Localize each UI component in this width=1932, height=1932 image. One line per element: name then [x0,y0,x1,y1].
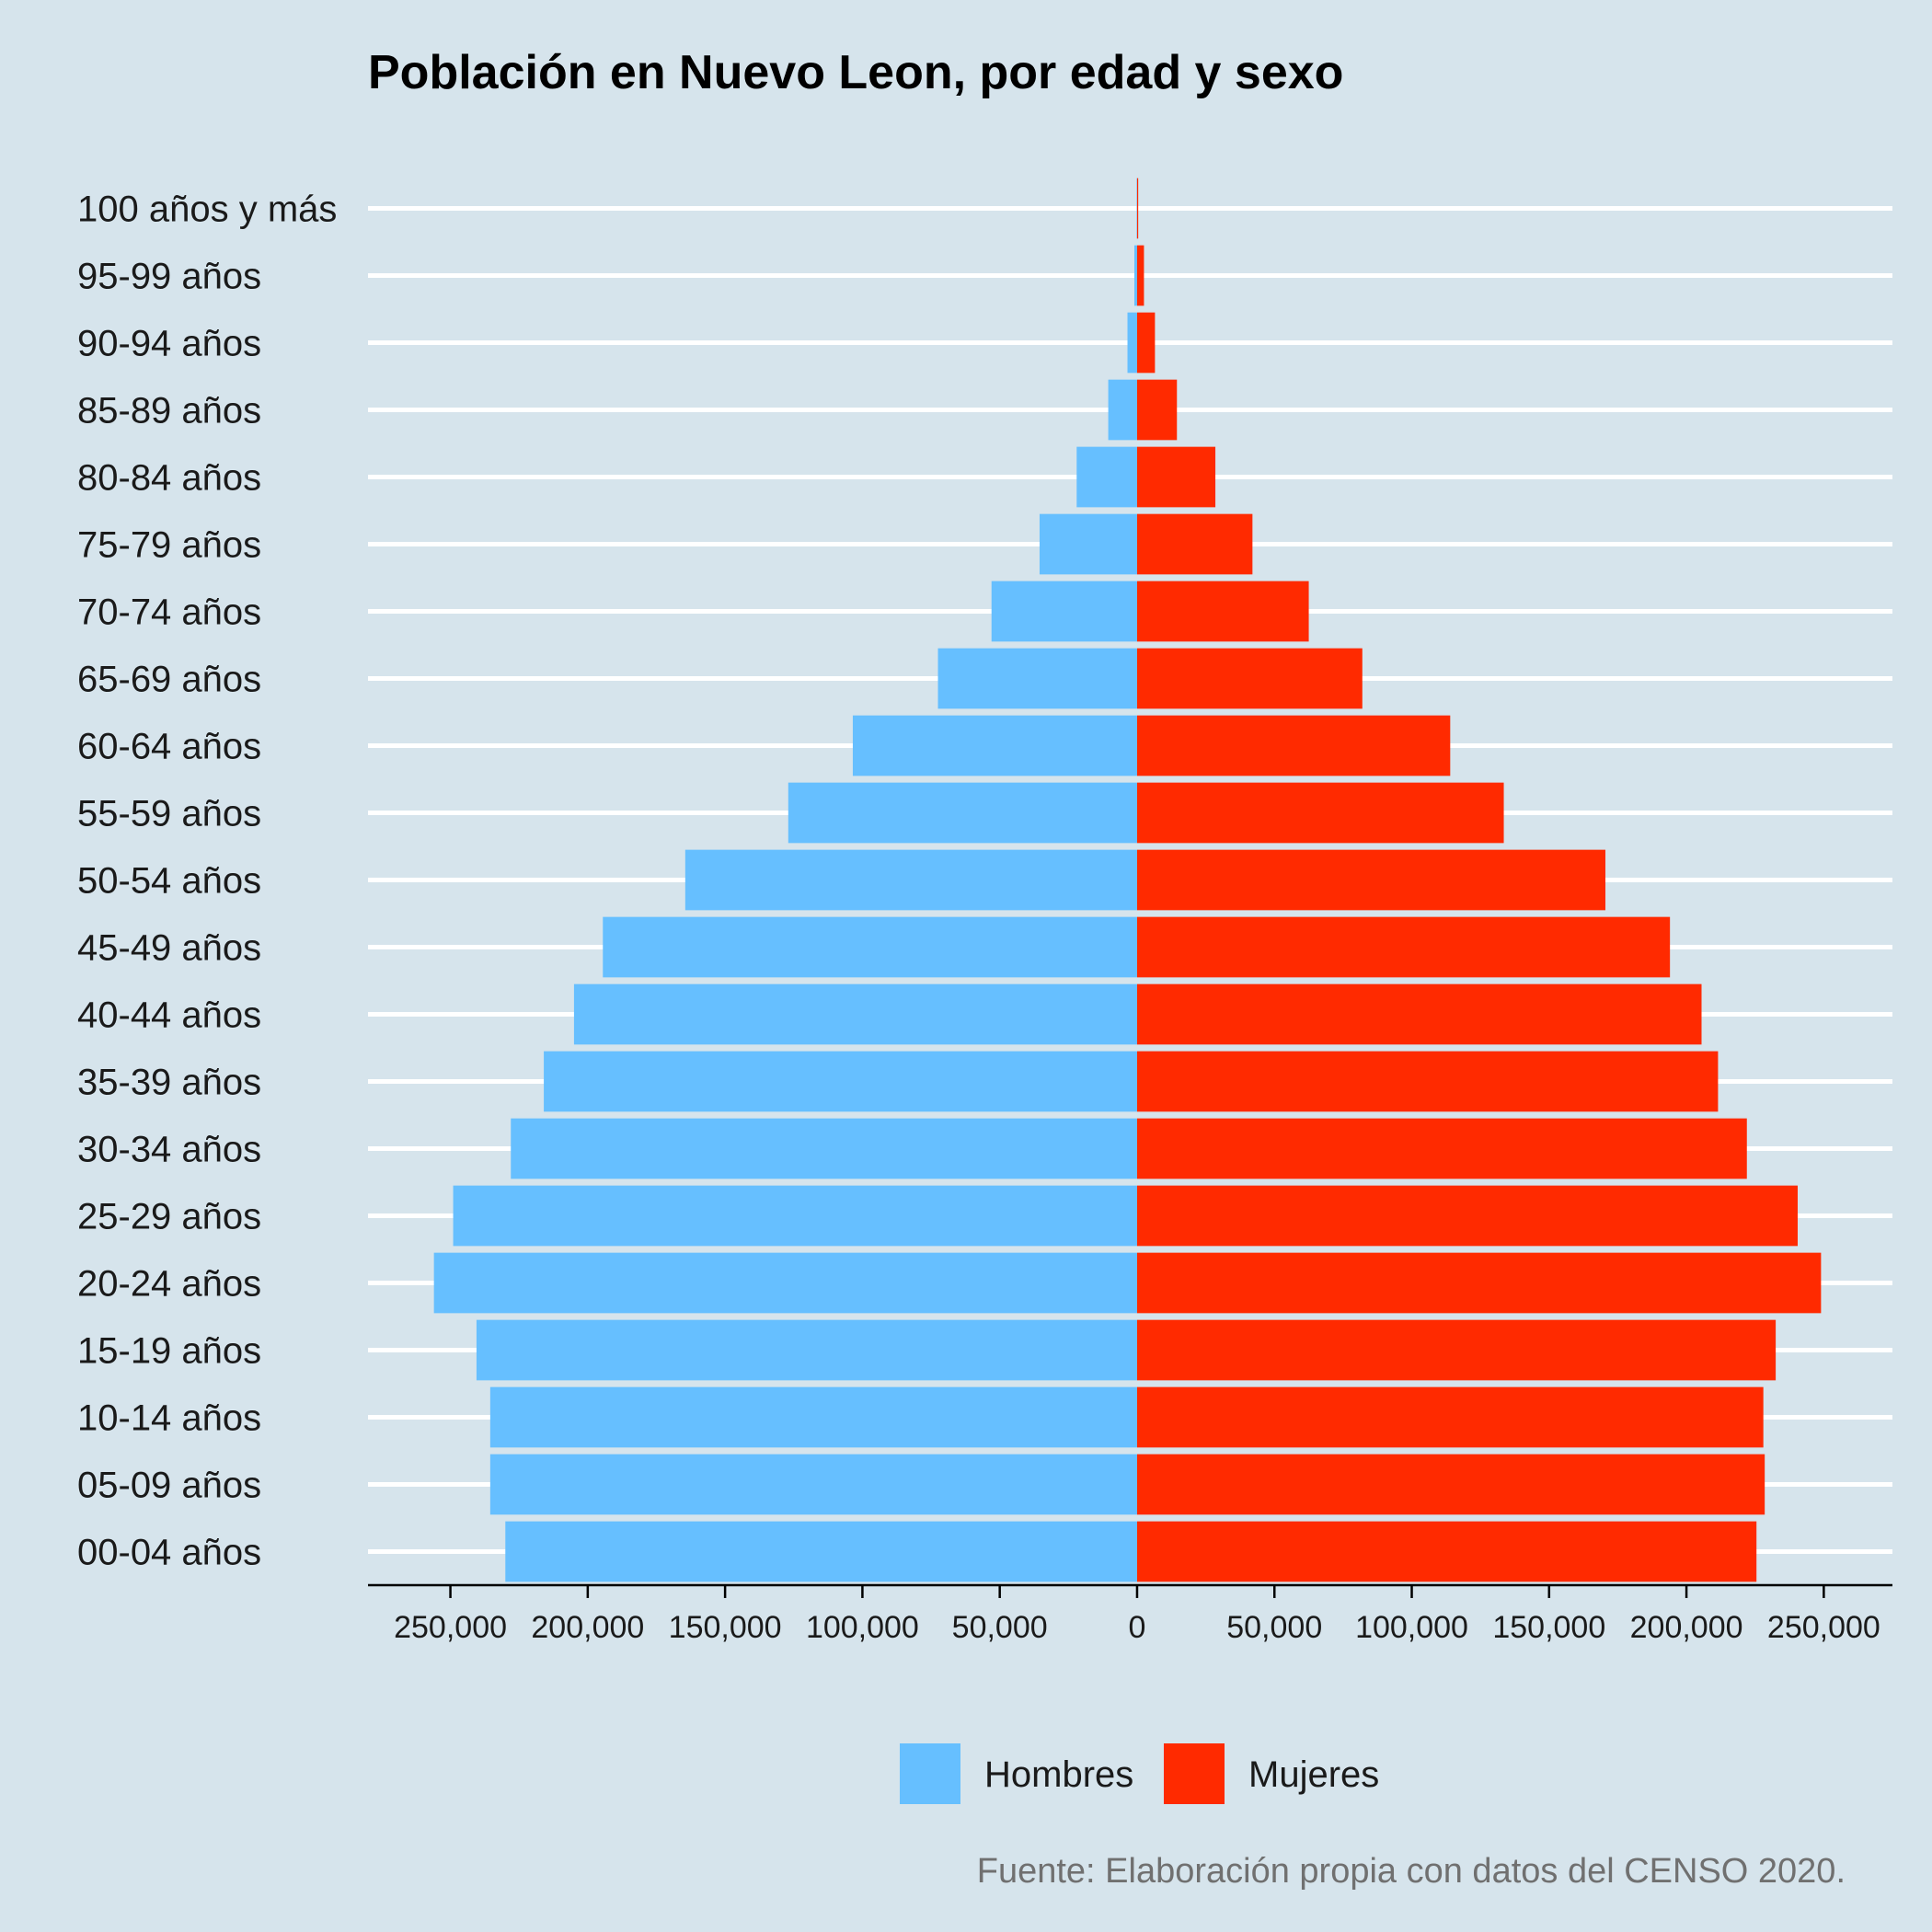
bar-hombres-20 [1136,178,1138,239]
category-label: 25-29 años [77,1197,261,1237]
bar-hombres-13 [937,648,1137,709]
x-tick-label: 50,000 [952,1610,1048,1645]
bar-mujeres-19 [1136,245,1144,306]
bar-mujeres-10 [1136,849,1606,911]
legend-label-mujeres: Mujeres [1248,1754,1379,1795]
bar-hombres-8 [573,983,1137,1045]
bar-mujeres-18 [1136,312,1156,374]
bar-hombres-7 [544,1051,1137,1112]
legend-key-mujeres [1164,1743,1225,1804]
x-tick-label: 100,000 [806,1610,919,1645]
category-label: 60-64 años [77,727,261,767]
legend-key-hombres [900,1743,960,1804]
bar-hombres-2 [489,1386,1137,1448]
category-label: 50-54 años [77,861,261,902]
bar-hombres-11 [788,782,1137,844]
bar-hombres-1 [489,1454,1137,1515]
bar-mujeres-0 [1136,1521,1757,1582]
category-label: 35-39 años [77,1063,261,1103]
x-axis: 250,000 200,000 150,000 100,000 50,000 0 50,00… [368,1583,1892,1645]
bar-hombres-5 [453,1185,1137,1247]
bar-mujeres-16 [1136,446,1216,508]
legend-label-hombres: Hombres [984,1754,1133,1795]
category-label: 30-34 años [77,1130,261,1170]
category-label: 65-69 años [77,660,261,700]
bar-hombres-12 [852,715,1137,776]
bar-mujeres-15 [1136,513,1253,575]
bar-mujeres-4 [1136,1252,1822,1314]
x-tick-label: 50,000 [1226,1610,1322,1645]
bar-mujeres-14 [1136,581,1309,642]
x-tick-label: 200,000 [531,1610,644,1645]
category-label: 40-44 años [77,995,261,1036]
x-tick-label: 150,000 [669,1610,782,1645]
category-label: 05-09 años [77,1466,261,1506]
bar-mujeres-2 [1136,1386,1764,1448]
bar-hombres-17 [1108,379,1137,441]
bar-mujeres-1 [1136,1454,1765,1515]
bar-hombres-14 [991,581,1137,642]
category-label: 20-24 años [77,1264,261,1305]
bar-hombres-4 [433,1252,1137,1314]
x-tick-label: 250,000 [394,1610,507,1645]
chart-caption: Fuente: Elaboración propia con datos del… [977,1852,1846,1891]
bar-hombres-18 [1127,312,1137,374]
bar-mujeres-9 [1136,916,1671,978]
bar-mujeres-13 [1136,648,1363,709]
legend: Hombres Mujeres [900,1743,1379,1804]
x-tick-label: 250,000 [1767,1610,1880,1645]
category-label: 15-19 años [77,1331,261,1372]
bar-hombres-3 [476,1319,1137,1381]
x-tick-label: 100,000 [1355,1610,1468,1645]
bar-mujeres-11 [1136,782,1504,844]
bar-mujeres-6 [1136,1118,1747,1179]
bars [433,178,1822,1582]
x-tick-label: 200,000 [1630,1610,1743,1645]
category-label: 10-14 años [77,1398,261,1439]
category-label: 45-49 años [77,928,261,969]
category-labels: 00-04 años 05-09 años 10-14 años 15-19 años… [77,190,337,1573]
bar-mujeres-5 [1136,1185,1798,1247]
x-tick-label: 150,000 [1492,1610,1605,1645]
bar-hombres-9 [603,916,1137,978]
bar-mujeres-12 [1136,715,1451,776]
category-label: 80-84 años [77,458,261,499]
category-label: 70-74 años [77,592,261,633]
category-label: 95-99 años [77,257,261,297]
bar-mujeres-7 [1136,1051,1719,1112]
bar-hombres-16 [1076,446,1137,508]
category-label: 90-94 años [77,324,261,364]
category-label: 55-59 años [77,794,261,834]
category-label: 75-79 años [77,525,261,566]
bar-hombres-19 [1133,245,1137,306]
bar-hombres-0 [505,1521,1137,1582]
category-label: 100 años y más [77,190,337,230]
bar-mujeres-20 [1136,178,1139,239]
bar-mujeres-17 [1136,379,1178,441]
x-tick-label: 0 [1129,1610,1146,1645]
category-label: 00-04 años [77,1533,261,1573]
bar-hombres-15 [1039,513,1137,575]
chart-title: Población en Nuevo Leon, por edad y sexo [368,46,1343,99]
bar-hombres-6 [511,1118,1137,1179]
bar-hombres-10 [684,849,1137,911]
category-label: 85-89 años [77,391,261,431]
bar-mujeres-3 [1136,1319,1777,1381]
bar-mujeres-8 [1136,983,1702,1045]
